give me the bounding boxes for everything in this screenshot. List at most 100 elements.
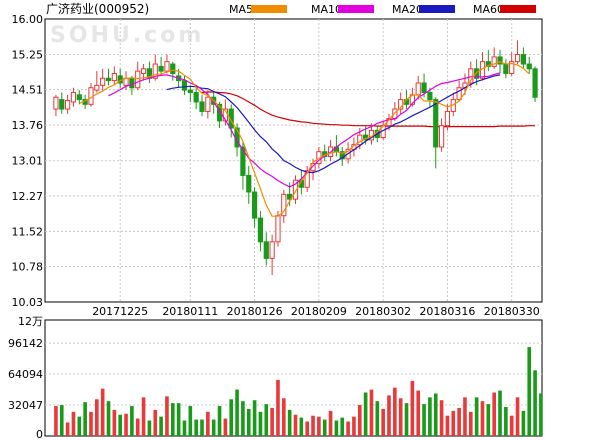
- legend-label-ma10: MA10: [311, 3, 342, 16]
- volume-bar: [357, 405, 362, 436]
- candle-body-down: [246, 174, 252, 193]
- volume-tick-label: 96142: [8, 337, 43, 350]
- volume-bar: [410, 380, 415, 436]
- volume-bar: [375, 401, 380, 436]
- candle-body-down: [187, 89, 193, 93]
- candle-body-down: [485, 61, 491, 67]
- candle-body-down: [216, 103, 223, 122]
- volume-bar: [188, 406, 193, 436]
- volume-bar: [486, 404, 491, 436]
- candle-body-up: [100, 77, 106, 86]
- volume-bar: [159, 416, 163, 436]
- candle-body-up: [152, 63, 158, 79]
- candle-body-up: [94, 84, 100, 91]
- candle-body-down: [339, 151, 345, 160]
- candle-body-up: [135, 70, 141, 89]
- candle-body-down: [228, 108, 234, 129]
- legend-label-ma5: MA5: [229, 3, 253, 16]
- volume-bar: [270, 407, 274, 436]
- volume-bar: [387, 395, 391, 436]
- volume-bar: [200, 419, 204, 436]
- ma60-line: [201, 91, 536, 128]
- volume-bar: [433, 393, 438, 436]
- candle-body-up: [70, 91, 77, 103]
- candle-body-down: [181, 80, 188, 91]
- volume-bar: [112, 409, 117, 436]
- volume-bar: [404, 403, 409, 436]
- candle-body-up: [444, 110, 451, 127]
- candle-body-down: [427, 91, 433, 101]
- candle-body-down: [503, 63, 509, 75]
- price-tick-label: 10.78: [12, 260, 44, 273]
- volume-axis: 12万 96142 64094 32047 0: [8, 315, 43, 440]
- candle-body-up: [456, 87, 462, 101]
- volume-bar: [241, 401, 245, 436]
- candle-body-up: [491, 56, 497, 67]
- volume-bar: [322, 419, 327, 436]
- volume-bar: [363, 392, 368, 436]
- candle-body-up: [205, 96, 211, 112]
- volume-bar: [393, 387, 397, 436]
- volume-bar: [439, 400, 444, 436]
- volume-bar: [293, 414, 298, 436]
- legend-swatch-ma60: [500, 5, 536, 13]
- price-tick-label: 16.00: [12, 13, 44, 26]
- candle-body-up: [53, 96, 59, 110]
- volume-bar: [451, 410, 456, 436]
- candle-body-up: [509, 61, 515, 75]
- volume-bar: [141, 397, 146, 436]
- volume-bar: [83, 402, 87, 436]
- volume-bar: [305, 421, 309, 436]
- price-tick-label: 13.01: [12, 155, 44, 168]
- candle-body-down: [170, 63, 176, 75]
- volume-bar: [445, 415, 450, 436]
- candle-body-down: [193, 91, 199, 103]
- ma10-line: [108, 72, 501, 188]
- volume-bar: [147, 420, 152, 436]
- volume-bars: [54, 347, 543, 436]
- candle-body-down: [240, 146, 246, 176]
- volume-bar: [153, 409, 158, 436]
- date-tick-label: 20180126: [227, 305, 283, 318]
- volume-bar: [334, 420, 339, 436]
- volume-bar: [65, 422, 70, 436]
- candle-body-down: [526, 63, 532, 70]
- volume-bar: [206, 411, 210, 436]
- sohu-watermark: SOHU.com: [50, 23, 204, 48]
- volume-bar: [77, 416, 82, 436]
- volume-bar: [246, 408, 251, 436]
- date-tick-label: 20180316: [419, 305, 475, 318]
- candle-body-down: [433, 99, 439, 148]
- volume-bar: [229, 399, 234, 436]
- volume-bar: [539, 393, 543, 436]
- volume-bar: [194, 419, 198, 436]
- volume-bar: [223, 418, 228, 436]
- volume-bar: [182, 420, 187, 436]
- volume-bar: [89, 411, 93, 436]
- volume-bar: [533, 370, 537, 436]
- volume-bar: [416, 390, 421, 436]
- price-tick-label: 10.03: [12, 296, 44, 309]
- volume-bar: [106, 401, 111, 436]
- volume-bar: [369, 389, 374, 436]
- legend-swatch-ma5: [251, 5, 287, 13]
- volume-bar: [352, 416, 356, 436]
- volume-bar: [527, 347, 532, 436]
- volume-bar: [328, 410, 333, 436]
- price-axis: 16.00 15.25 14.51 13.76 13.01 12.27 11.52 10.78…: [12, 13, 44, 309]
- volume-bar: [346, 421, 350, 436]
- date-tick-label: 20180209: [291, 305, 347, 318]
- candle-body-up: [468, 68, 474, 84]
- date-tick-label: 20180111: [162, 305, 218, 318]
- price-tick-label: 15.25: [12, 49, 44, 62]
- volume-bar: [498, 390, 502, 436]
- volume-bar: [463, 397, 467, 436]
- volume-bar: [282, 398, 286, 436]
- legend-swatch-ma20: [419, 5, 455, 13]
- candle-body-down: [251, 191, 258, 219]
- candle-body-down: [129, 77, 135, 89]
- candle-body-up: [438, 125, 445, 148]
- candle-body-up: [281, 193, 287, 217]
- volume-bar: [422, 404, 426, 436]
- price-tick-label: 14.51: [12, 84, 44, 97]
